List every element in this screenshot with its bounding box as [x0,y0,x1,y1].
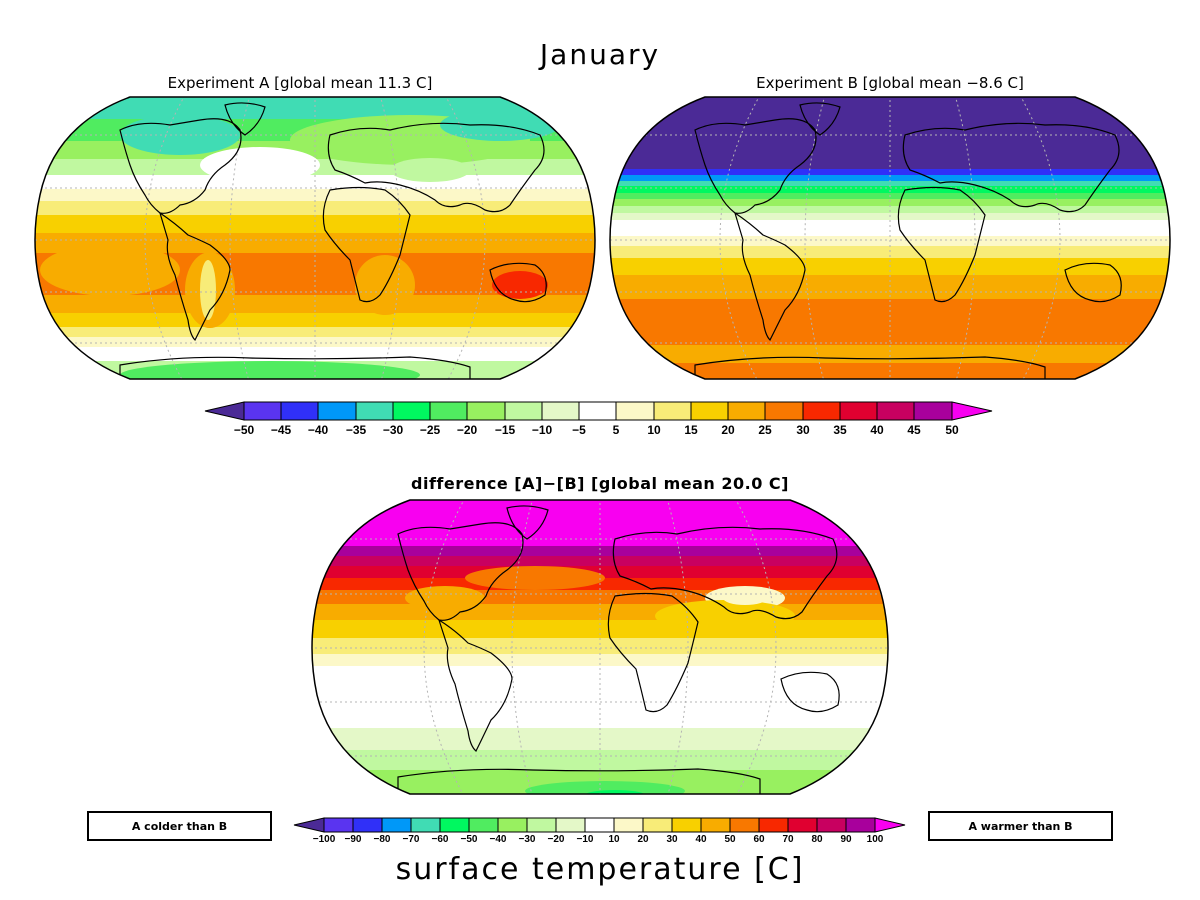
tick-label: −70 [402,834,420,845]
tick-label: −50 [233,423,255,437]
tick-label: 50 [945,423,959,437]
tick-label: −25 [419,423,441,437]
colorbar-bottom-ticks: −100 −90 −80 −70 −60 −50 −40 −30 −20 −10… [290,834,910,848]
tick-label: −80 [373,834,391,845]
tick-label: −30 [518,834,536,845]
tick-label: 45 [907,423,921,437]
map-experiment-a [34,96,596,380]
tick-label: 15 [684,423,698,437]
tick-label: −35 [345,423,367,437]
tick-label: −90 [344,834,362,845]
legend-warmer-box: A warmer than B [928,811,1113,841]
tick-label: 30 [796,423,810,437]
tick-label: −10 [531,423,553,437]
tick-label: −10 [576,834,594,845]
colorbar-top-ticks: −50 −45 −40 −35 −30 −25 −20 −15 −10 −5 5… [200,423,1000,439]
tick-label: 5 [612,423,620,437]
tick-label: −20 [456,423,478,437]
tick-label: 70 [782,834,794,845]
tick-label: 40 [870,423,884,437]
variable-label: surface temperature [C] [395,852,805,887]
tick-label: 60 [753,834,765,845]
tick-label: −60 [431,834,449,845]
tick-label: 30 [666,834,678,845]
tick-label: 80 [811,834,823,845]
tick-label: −30 [382,423,404,437]
tick-label: −40 [489,834,507,845]
panel-a-title: Experiment A [global mean 11.3 C] [167,74,433,92]
tick-label: 50 [724,834,736,845]
tick-label: 90 [840,834,852,845]
tick-label: −5 [572,423,586,437]
tick-label: 35 [833,423,847,437]
panel-diff-title: difference [A]−[B] [global mean 20.0 C] [411,474,789,493]
map-difference [311,499,889,795]
tick-label: −15 [494,423,516,437]
colorbar-top [204,401,993,421]
tick-label: −100 [312,834,336,845]
tick-label: −50 [460,834,478,845]
tick-label: −40 [307,423,329,437]
tick-label: 10 [647,423,661,437]
tick-label: 100 [866,834,884,845]
tick-label: −45 [270,423,292,437]
figure-title: January [539,38,661,71]
map-experiment-b [609,96,1171,380]
legend-colder-box: A colder than B [87,811,272,841]
tick-label: 20 [637,834,649,845]
panel-b-title: Experiment B [global mean −8.6 C] [756,74,1024,92]
colorbar-bottom [293,817,906,833]
tick-label: −20 [547,834,565,845]
tick-label: 20 [721,423,735,437]
tick-label: 25 [758,423,772,437]
tick-label: 10 [608,834,620,845]
tick-label: 40 [695,834,707,845]
